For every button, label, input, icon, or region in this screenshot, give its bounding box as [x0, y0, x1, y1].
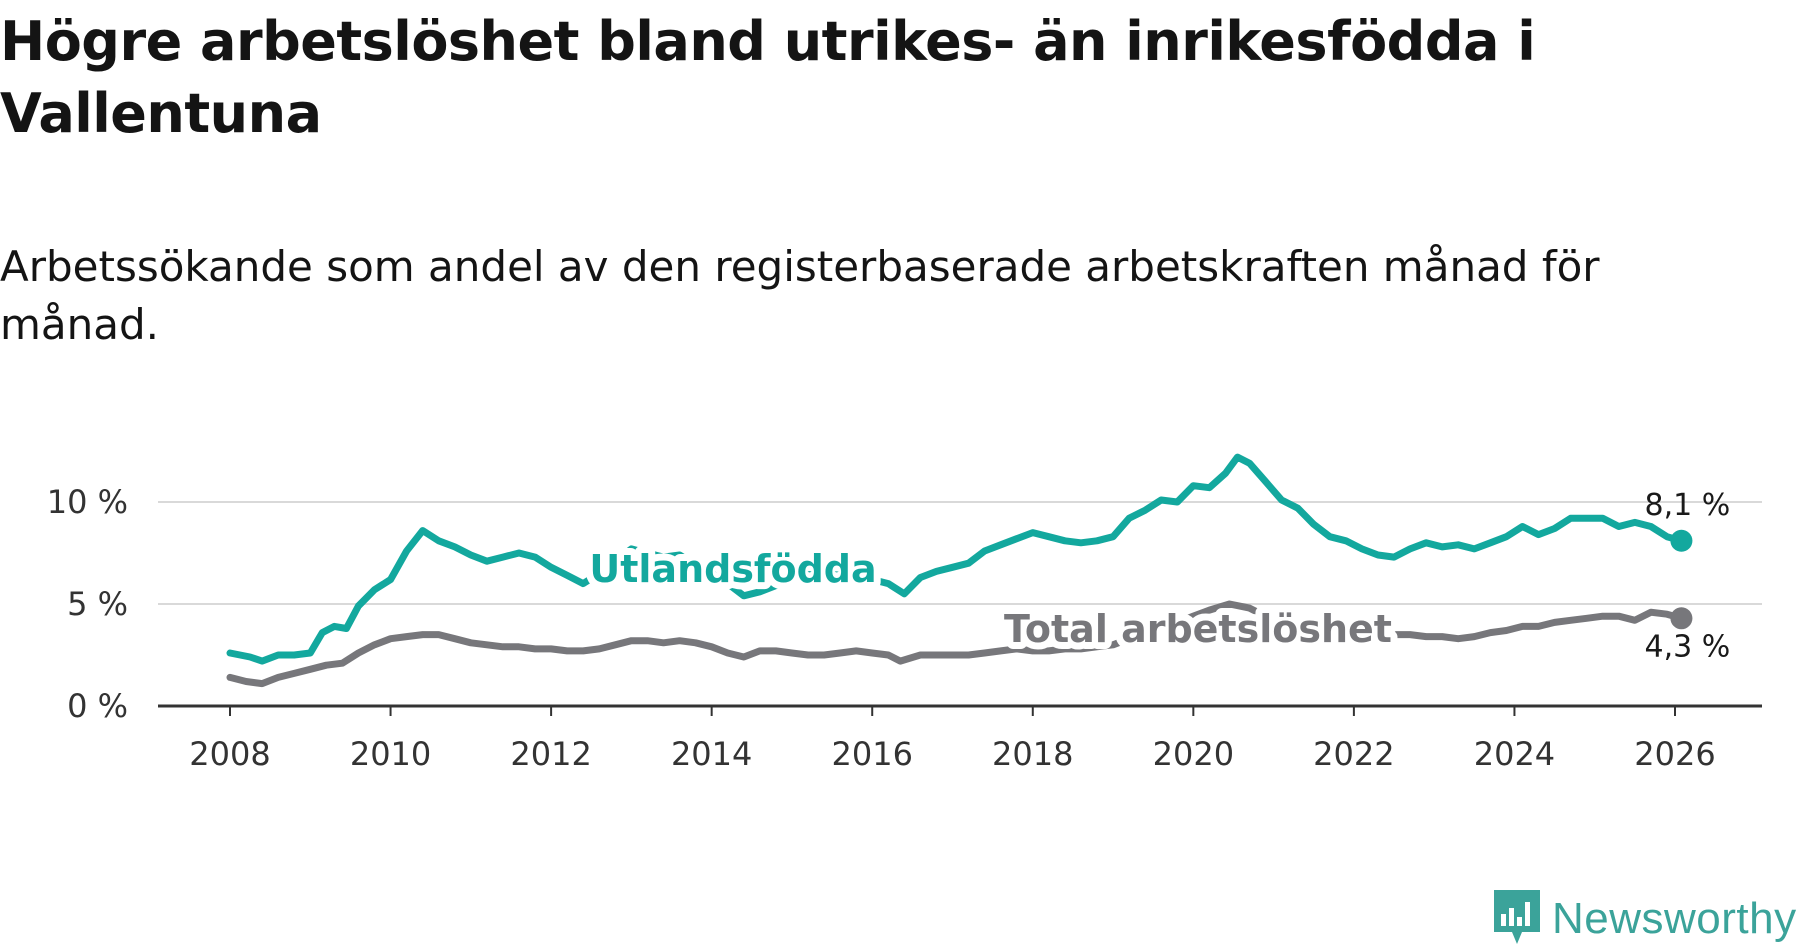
series-label-halo: Total arbetslöshet — [1004, 607, 1392, 651]
newsworthy-brand: Newsworthy — [1492, 888, 1797, 950]
x-tick-label: 2008 — [189, 735, 270, 773]
series-label-total: Total arbetslöshet — [1004, 607, 1392, 651]
x-tick-label: 2024 — [1474, 735, 1555, 773]
end-value-label: 8,1 % — [1645, 488, 1731, 523]
series-line-utlandsfodda — [226, 453, 1685, 665]
x-tick-label: 2026 — [1634, 735, 1715, 773]
series-label-utlandsfodda: Utlandsfödda — [589, 547, 876, 591]
x-tick-label: 2010 — [350, 735, 431, 773]
series-end-point — [1670, 607, 1693, 630]
x-tick-label: 2014 — [671, 735, 752, 773]
x-tick-label: 2020 — [1153, 735, 1234, 773]
end-value-label: 4,3 % — [1645, 629, 1731, 664]
series-label-halo: Utlandsfödda — [589, 547, 876, 591]
newsworthy-logo-icon — [1492, 888, 1542, 950]
y-tick-label: 10 % — [47, 483, 128, 521]
series-labels: 8,1 %4,3 %UtlandsföddaUtlandsföddaTotal … — [582, 488, 1731, 665]
x-tick-label: 2016 — [832, 735, 913, 773]
newsworthy-wordmark: Newsworthy — [1552, 894, 1797, 943]
axes: 0 % 5 % 10 % 2008 2010 2012 2014 2016 2018 2020 20… — [47, 483, 1762, 773]
x-tick-label: 2018 — [992, 735, 1073, 773]
y-tick-label: 5 % — [67, 585, 128, 623]
y-tick-label: 0 % — [67, 687, 128, 725]
x-tick-label: 2012 — [510, 735, 591, 773]
series-end-point — [1670, 529, 1693, 552]
series-line-total — [226, 600, 1685, 688]
chart-subtitle: Arbetssökande som andel av den registerb… — [0, 242, 1600, 349]
series-lines — [226, 453, 1693, 688]
gridlines — [158, 501, 1762, 605]
x-tick-label: 2022 — [1313, 735, 1394, 773]
chart-title: Högre arbetslöshet bland utrikes- än inr… — [0, 10, 1536, 145]
